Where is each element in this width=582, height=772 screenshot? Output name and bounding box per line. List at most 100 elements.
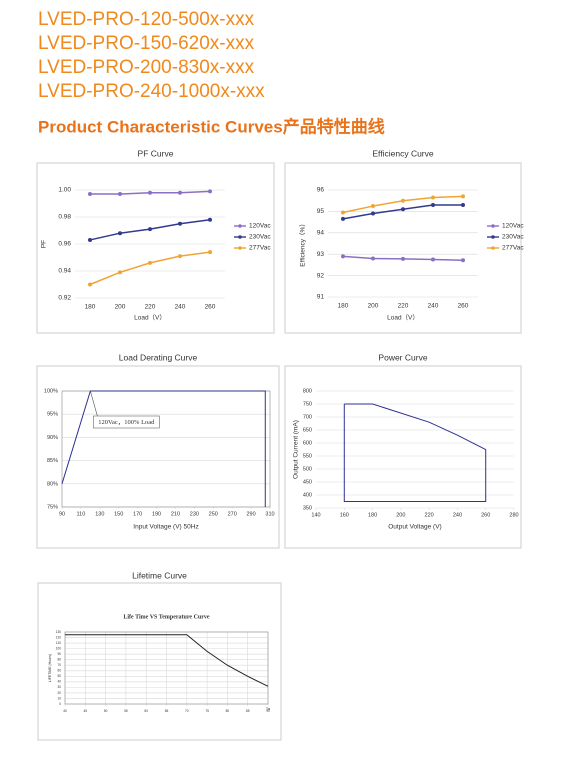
y-tick-label: 80 [57,658,61,662]
x-tick-label: 110 [77,511,86,517]
x-tick-label: 170 [133,511,142,517]
y-tick-label: 400 [303,492,312,498]
legend-label: 230Vac [502,234,524,241]
x-tick-label: 230 [190,511,199,517]
x-tick-label: 250 [209,511,218,517]
x-tick-label: 45 [84,709,88,713]
y-tick-label: 85% [47,458,58,464]
y-tick-label: 50 [57,674,61,678]
legend-marker [491,246,495,250]
model-name: LVED-PRO-120-500x-xxx [38,9,255,30]
plot-frame [64,631,269,705]
legend-marker [491,235,495,239]
data-point [178,190,182,195]
x-tick-label: 75 [205,709,209,713]
y-tick-label: 500 [303,466,312,472]
y-tick-label: 0.92 [58,295,71,302]
y-tick-label: 96 [317,187,325,194]
x-tick-label: 160 [340,512,349,518]
y-tick-label: 90% [47,435,58,441]
data-point [461,194,465,199]
y-axis-label: LIFETIME (Hours) [48,654,52,682]
y-tick-label: 0.98 [58,214,71,221]
data-point [148,227,152,232]
section-title: Product Characteristic Curves产品特性曲线 [38,116,385,136]
annotation-box [93,415,160,429]
y-tick-label: 110 [56,641,61,645]
x-axis-label: Input Voltage (V) 50Hz [133,524,198,531]
x-tick-label: 80 [226,709,230,713]
annotation-leader [90,390,98,417]
y-tick-label: 700 [303,414,312,420]
y-tick-label: 95% [47,412,58,418]
x-tick-label: 90 [59,511,65,517]
chart-panel [284,162,522,334]
y-tick-label: 95 [317,208,325,215]
x-tick-label: 270 [228,511,237,517]
y-tick-label: 90 [57,652,61,656]
x-tick-label: 65 [165,709,169,713]
model-name: LVED-PRO-240-1000x-xxx [38,81,265,102]
x-tick-label: 70 [185,709,189,713]
y-tick-label: 92 [317,272,325,279]
x-tick-label: 310 [265,511,274,517]
y-tick-label: 120 [56,635,62,639]
y-tick-label: 30 [57,685,61,689]
x-tick-label: 220 [145,304,156,311]
y-tick-label: 450 [303,479,312,485]
legend-label: 120Vac [502,223,524,230]
x-tick-label: 240 [175,304,186,311]
chart-title: Efficiency Curve [372,148,434,158]
x-tick-label: 140 [311,512,320,518]
data-point [401,198,405,203]
model-name: LVED-PRO-200-830x-xxx [38,57,255,78]
data-point [371,204,375,209]
y-tick-label: 0 [59,702,61,706]
y-tick-label: 100 [56,646,62,650]
x-tick-label: 180 [85,304,96,311]
x-tick-label: 50 [104,709,108,713]
legend-marker [238,235,242,239]
y-tick-label: 75% [47,504,58,510]
data-point [371,256,375,261]
data-point [341,216,345,221]
x-tick-label: 180 [368,512,377,518]
data-point [178,254,182,259]
y-tick-label: 93 [317,251,325,258]
x-tick-label: 220 [398,303,409,310]
x-tick-label: 200 [396,512,405,518]
y-tick-label: 1.00 [58,187,71,194]
x-tick-label: 130 [95,511,104,517]
y-tick-label: 94 [317,230,325,237]
y-axis-label: Efficiency（%） [299,220,307,266]
data-point [208,250,212,255]
chart-panel [284,365,522,549]
x-tick-label: 220 [425,512,434,518]
y-tick-label: 800 [303,388,312,394]
chart-panel [37,582,282,741]
x-tick-label: 90 [266,709,270,713]
data-point [118,231,122,236]
y-tick-label: 0.96 [58,241,71,248]
y-tick-label: 650 [303,427,312,433]
x-tick-label: 190 [152,511,161,517]
data-point [208,217,212,222]
x-tick-label: 290 [246,511,255,517]
chart-subtitle: Life Time VS Temperature Curve [123,614,210,620]
data-point [401,256,405,261]
x-tick-label: 60 [144,709,148,713]
x-tick-label: 210 [171,511,180,517]
chart-title: PF Curve [138,148,174,158]
x-tick-label: 85 [246,709,250,713]
chart-panel [36,365,280,549]
x-tick-label: 240 [428,303,439,310]
y-tick-label: 60 [57,669,61,673]
data-point [88,192,92,197]
data-point [461,258,465,263]
legend-label: 230Vac [249,234,271,241]
x-tick-label: 40 [63,709,67,713]
x-axis-label: Load（V） [387,314,419,322]
data-point [431,195,435,200]
data-point [118,192,122,197]
y-tick-label: 750 [303,401,312,407]
